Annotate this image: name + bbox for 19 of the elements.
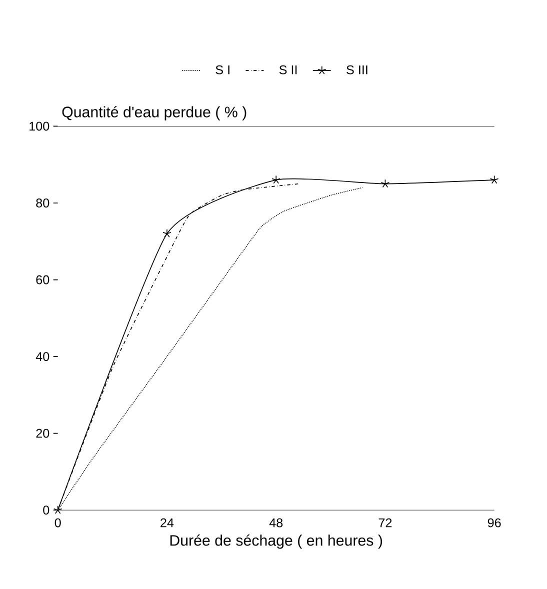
- legend-label: S II: [279, 65, 297, 74]
- y-tick-label: 100: [30, 122, 50, 131]
- x-tick-label: 48: [269, 518, 283, 528]
- x-tick-label: 0: [54, 518, 61, 528]
- legend-label: S I: [216, 65, 230, 74]
- x-axis-title: Durée de séchage ( en heures ): [170, 534, 382, 549]
- y-tick-label: 20: [36, 428, 50, 438]
- x-tick-label: 72: [378, 518, 392, 528]
- point: [272, 175, 281, 184]
- x-tick-label: 24: [160, 518, 174, 528]
- y-tick-label: 0: [43, 506, 50, 515]
- y-tick-label: 60: [36, 275, 50, 284]
- y-tick-label: 80: [36, 198, 50, 208]
- x-tick-label: 96: [488, 518, 501, 528]
- y-tick-label: 40: [36, 352, 50, 362]
- legend-label: S III: [346, 65, 368, 74]
- point: [380, 179, 390, 188]
- point: [162, 229, 172, 238]
- y-axis-title: Quantité d'eau perdue ( % ): [62, 106, 246, 120]
